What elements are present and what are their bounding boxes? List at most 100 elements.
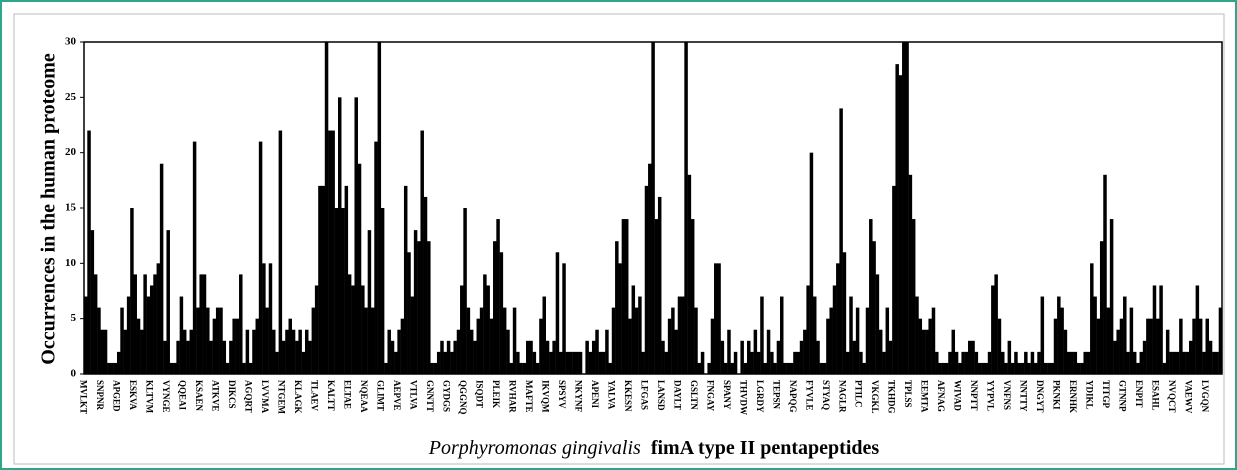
x-tick-label: LVGQN bbox=[1200, 380, 1210, 413]
x-tick-label: WIVAD bbox=[953, 380, 963, 411]
bar bbox=[1142, 340, 1147, 374]
bar bbox=[288, 318, 293, 374]
bar bbox=[1185, 351, 1190, 374]
x-tick-label: MAFTE bbox=[524, 380, 534, 413]
bar bbox=[845, 351, 850, 374]
bar bbox=[1215, 351, 1219, 374]
bar bbox=[608, 362, 612, 374]
bar bbox=[202, 274, 207, 374]
bar bbox=[1090, 263, 1094, 374]
bar bbox=[140, 329, 144, 374]
bar bbox=[146, 296, 151, 374]
bar bbox=[743, 362, 748, 374]
x-tick-label: TITGP bbox=[1101, 380, 1111, 409]
bar bbox=[684, 42, 688, 374]
bar bbox=[285, 329, 289, 374]
bar bbox=[981, 362, 985, 374]
bar bbox=[407, 252, 411, 374]
bar bbox=[733, 351, 738, 374]
bar bbox=[97, 307, 101, 374]
bar bbox=[400, 318, 405, 374]
bar bbox=[974, 351, 979, 374]
x-tick-label: MVLKT bbox=[79, 380, 89, 414]
bar bbox=[1116, 329, 1120, 374]
x-tick-label: LVVMA bbox=[260, 380, 270, 414]
bar bbox=[206, 307, 210, 374]
bar bbox=[809, 152, 814, 374]
bar bbox=[601, 351, 606, 374]
bar bbox=[621, 219, 626, 374]
bar bbox=[878, 329, 883, 374]
bar bbox=[753, 329, 758, 374]
bar bbox=[1063, 329, 1068, 374]
bar bbox=[694, 307, 698, 374]
bar bbox=[1103, 174, 1107, 374]
bar bbox=[166, 230, 170, 374]
bar bbox=[687, 174, 692, 374]
x-tick-label: NTGEM bbox=[276, 380, 286, 415]
bar bbox=[377, 42, 382, 374]
bar bbox=[397, 329, 401, 374]
bar bbox=[1014, 351, 1018, 374]
bar bbox=[984, 362, 989, 374]
bar bbox=[1043, 362, 1048, 374]
bar bbox=[337, 97, 342, 374]
bar bbox=[248, 362, 253, 374]
bar bbox=[977, 362, 982, 374]
y-tick-label: 0 bbox=[71, 368, 77, 380]
bar bbox=[110, 362, 114, 374]
x-tick-label: ATKVE bbox=[211, 380, 221, 411]
bar bbox=[209, 340, 213, 374]
bar bbox=[793, 351, 797, 374]
bar bbox=[714, 263, 718, 374]
bar bbox=[905, 42, 909, 374]
bar bbox=[859, 351, 863, 374]
bar bbox=[232, 318, 236, 374]
bar bbox=[700, 351, 705, 374]
bar bbox=[133, 274, 137, 374]
bar bbox=[453, 340, 457, 374]
bar bbox=[661, 340, 665, 374]
y-tick-label: 25 bbox=[65, 91, 77, 103]
bar bbox=[1132, 351, 1137, 374]
bar bbox=[357, 163, 362, 374]
bar bbox=[819, 362, 824, 374]
x-tick-label: AEPVE bbox=[392, 380, 402, 411]
bar bbox=[446, 340, 451, 374]
bar bbox=[849, 296, 853, 374]
bar bbox=[539, 318, 543, 374]
bar bbox=[463, 208, 467, 374]
bar bbox=[1040, 296, 1045, 374]
bar bbox=[832, 285, 837, 374]
bar bbox=[242, 362, 246, 374]
x-tick-label: AGQRT bbox=[244, 380, 254, 413]
bar bbox=[1050, 362, 1054, 374]
bar bbox=[1017, 362, 1021, 374]
bar bbox=[149, 285, 154, 374]
bar bbox=[1169, 351, 1173, 374]
bar bbox=[750, 351, 754, 374]
bar bbox=[1060, 307, 1064, 374]
bar bbox=[1208, 340, 1213, 374]
bar bbox=[631, 285, 636, 374]
bar bbox=[789, 362, 794, 374]
x-tick-label: NAGLR bbox=[837, 380, 847, 413]
bar bbox=[961, 351, 965, 374]
x-tick-label: LFGAS bbox=[639, 380, 649, 410]
bar bbox=[829, 307, 833, 374]
bar bbox=[239, 274, 243, 374]
bar bbox=[341, 208, 345, 374]
bar bbox=[1037, 351, 1041, 374]
bar bbox=[1172, 351, 1177, 374]
x-tick-label: GNNTT bbox=[425, 380, 435, 412]
bar bbox=[763, 362, 767, 374]
bar bbox=[918, 318, 923, 374]
bar bbox=[944, 362, 949, 374]
bar bbox=[456, 329, 461, 374]
bar bbox=[351, 285, 355, 374]
x-tick-label: NKYNF bbox=[573, 380, 583, 412]
bar bbox=[799, 340, 804, 374]
bar bbox=[100, 329, 104, 374]
x-tick-label: NAPQG bbox=[788, 380, 798, 413]
bar bbox=[496, 219, 500, 374]
